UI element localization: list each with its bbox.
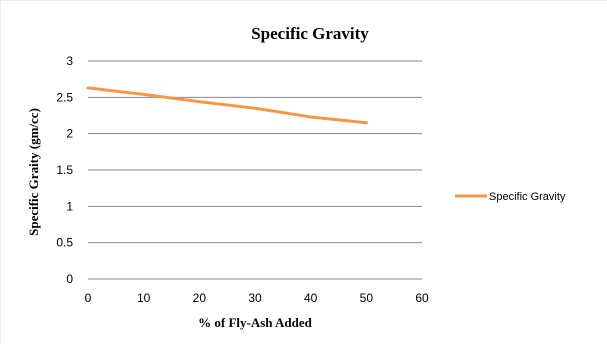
chart-title: Specific Gravity — [251, 24, 369, 43]
x-tick-label: 40 — [304, 291, 318, 305]
y-axis-ticks: 0 0.5 1 1.5 2 2.5 3 — [56, 54, 73, 286]
x-tick-label: 0 — [85, 291, 92, 305]
y-tick-label: 0 — [66, 272, 73, 286]
y-tick-label: 2.5 — [56, 90, 73, 104]
x-axis-title: % of Fly-Ash Added — [198, 315, 313, 330]
y-axis-title: Specific Graity (gm/cc) — [26, 108, 41, 236]
gridlines — [88, 60, 422, 244]
x-tick-label: 60 — [415, 291, 429, 305]
legend: Specific Gravity — [455, 191, 566, 203]
legend-label: Specific Gravity — [489, 191, 566, 203]
y-tick-label: 1.5 — [56, 163, 73, 177]
x-tick-label: 10 — [137, 291, 151, 305]
x-tick-label: 30 — [248, 291, 262, 305]
series-lines — [86, 86, 368, 125]
x-tick-label: 20 — [193, 291, 207, 305]
y-tick-label: 2 — [66, 127, 73, 141]
y-tick-label: 1 — [66, 199, 73, 213]
x-axis-ticks: 0 10 20 30 40 50 60 — [85, 291, 429, 305]
y-tick-label: 3 — [66, 54, 73, 68]
y-tick-label: 0.5 — [56, 236, 73, 250]
x-tick-label: 50 — [360, 291, 374, 305]
series-line — [86, 86, 368, 125]
